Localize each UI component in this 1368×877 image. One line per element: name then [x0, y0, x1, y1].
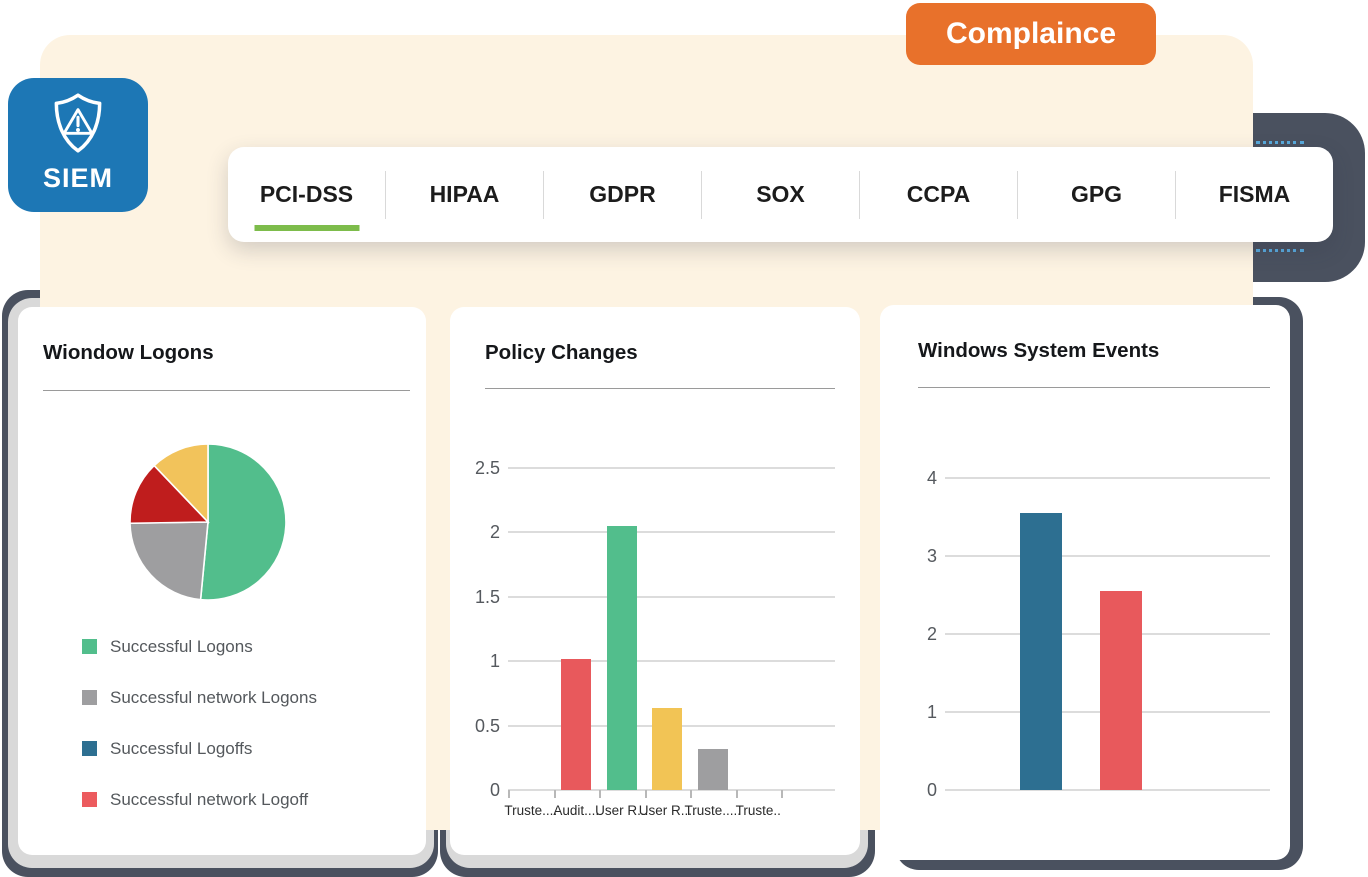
tab-divider — [543, 170, 544, 219]
y-axis-tick-label: 0 — [926, 780, 937, 800]
pie-slice-1 — [129, 521, 209, 601]
title-divider — [43, 390, 410, 391]
legend-label: Successful Logons — [110, 637, 253, 656]
legend-item: Successful Logoffs — [82, 739, 317, 758]
dotted-accent-top — [1256, 141, 1304, 144]
bar-3 — [652, 707, 683, 790]
card-title: Windows System Events — [918, 339, 1160, 362]
y-axis-tick-label: 4 — [926, 467, 937, 488]
bar-1 — [561, 658, 592, 790]
card-title: Policy Changes — [485, 341, 638, 364]
x-axis-tick — [553, 790, 556, 798]
bar-0 — [1020, 512, 1062, 790]
legend-label: Successful Logoffs — [110, 739, 253, 758]
tab-pci-dss[interactable]: PCI-DSS — [228, 147, 385, 242]
tab-hipaa[interactable]: HIPAA — [429, 181, 500, 207]
gridline — [508, 595, 835, 598]
x-axis-tick — [508, 790, 510, 798]
gridline — [508, 466, 835, 469]
policy-changes-bar-chart: 0 0.5 1 1.5 2 2.5 Truste.... Audit.... User R...… — [450, 307, 860, 855]
card-windows-system-events: Windows System Events 0 1 2 3 4 — [880, 305, 1290, 860]
legend-item: Successful Logons — [82, 637, 317, 656]
y-axis-tick-label: 2 — [489, 522, 500, 543]
y-axis-tick-label: 1 — [926, 701, 937, 722]
pie-slice-0 — [199, 443, 287, 601]
legend-item: Successful network Logoff — [82, 790, 317, 809]
pie-slice-2 — [129, 464, 210, 525]
legend-label: Successful network Logoff — [110, 790, 309, 809]
legend-item: Successful network Logons — [82, 688, 317, 707]
gridline — [945, 476, 1270, 479]
y-axis-tick-label: 0.5 — [474, 715, 500, 736]
bar-2 — [606, 525, 637, 790]
x-axis-tick — [781, 790, 783, 798]
y-axis-tick-label: 1 — [489, 651, 500, 672]
gridline — [945, 554, 1270, 557]
card-policy-changes: Policy Changes 0 0.5 1 1.5 2 2.5 Truste.... Aud… — [450, 307, 860, 855]
tab-sox[interactable]: SOX — [756, 181, 805, 207]
legend-swatch — [82, 639, 97, 654]
x-axis-category-label: User R.... — [638, 803, 696, 818]
system-events-bar-chart: 0 1 2 3 4 — [880, 305, 1290, 860]
x-axis-category-label: Truste..... — [684, 803, 742, 818]
active-tab-underline — [254, 225, 359, 231]
y-axis-tick-label: 2.5 — [474, 457, 500, 478]
x-axis-category-label: User R... — [595, 803, 649, 818]
x-axis-tick — [599, 790, 601, 798]
pie-slice-3 — [153, 443, 209, 524]
gridline — [508, 531, 835, 534]
card-title: Wiondow Logons — [43, 341, 214, 364]
tab-gdpr[interactable]: GDPR — [589, 181, 656, 207]
dotted-accent-bottom — [1256, 249, 1304, 252]
pie-legend: Successful Logons Successful network Logo… — [82, 637, 317, 809]
x-axis-tick — [735, 790, 738, 798]
x-axis-category-label: Truste.. — [735, 803, 781, 818]
x-axis-tick — [644, 790, 647, 798]
y-axis-tick-label: 1.5 — [474, 586, 500, 607]
gridline — [508, 660, 835, 663]
tab-gpg[interactable]: GPG — [1070, 181, 1123, 207]
card-window-logons: Wiondow Logons Successful Logons Successf… — [18, 307, 426, 855]
y-axis-tick-label: 2 — [926, 623, 937, 644]
tab-ccpa[interactable]: CCPA — [906, 181, 971, 207]
y-axis-tick-label: 0 — [489, 780, 500, 800]
title-divider — [918, 387, 1270, 388]
logons-pie-chart — [129, 443, 287, 601]
compliance-badge: Complaince — [906, 3, 1156, 65]
siem-badge: SIEM — [8, 78, 148, 212]
tab-fisma[interactable]: FISMA — [1218, 181, 1291, 207]
gridline — [508, 789, 835, 791]
tab-divider — [701, 170, 702, 219]
y-axis-tick-label: 3 — [926, 545, 937, 566]
title-divider — [485, 388, 835, 389]
bar-1 — [1100, 591, 1142, 790]
tab-divider — [385, 170, 386, 219]
legend-swatch — [82, 792, 97, 807]
bar-4 — [697, 748, 728, 790]
siem-label: SIEM — [42, 163, 113, 193]
legend-swatch — [82, 741, 97, 756]
legend-label: Successful network Logons — [110, 688, 317, 707]
tab-divider — [1175, 170, 1176, 219]
compliance-tabbar: PCI-DSS HIPAA GDPR SOX CCPA GPG FISMA — [228, 147, 1333, 242]
x-axis-category-label: Truste.... — [504, 803, 558, 818]
x-axis-tick — [690, 790, 692, 798]
legend-swatch — [82, 690, 97, 705]
x-axis-category-label: Audit.... — [553, 803, 600, 818]
gridline — [945, 789, 1270, 791]
tab-divider — [859, 170, 860, 219]
shield-alert-icon — [45, 90, 111, 161]
tab-divider — [1017, 170, 1018, 219]
